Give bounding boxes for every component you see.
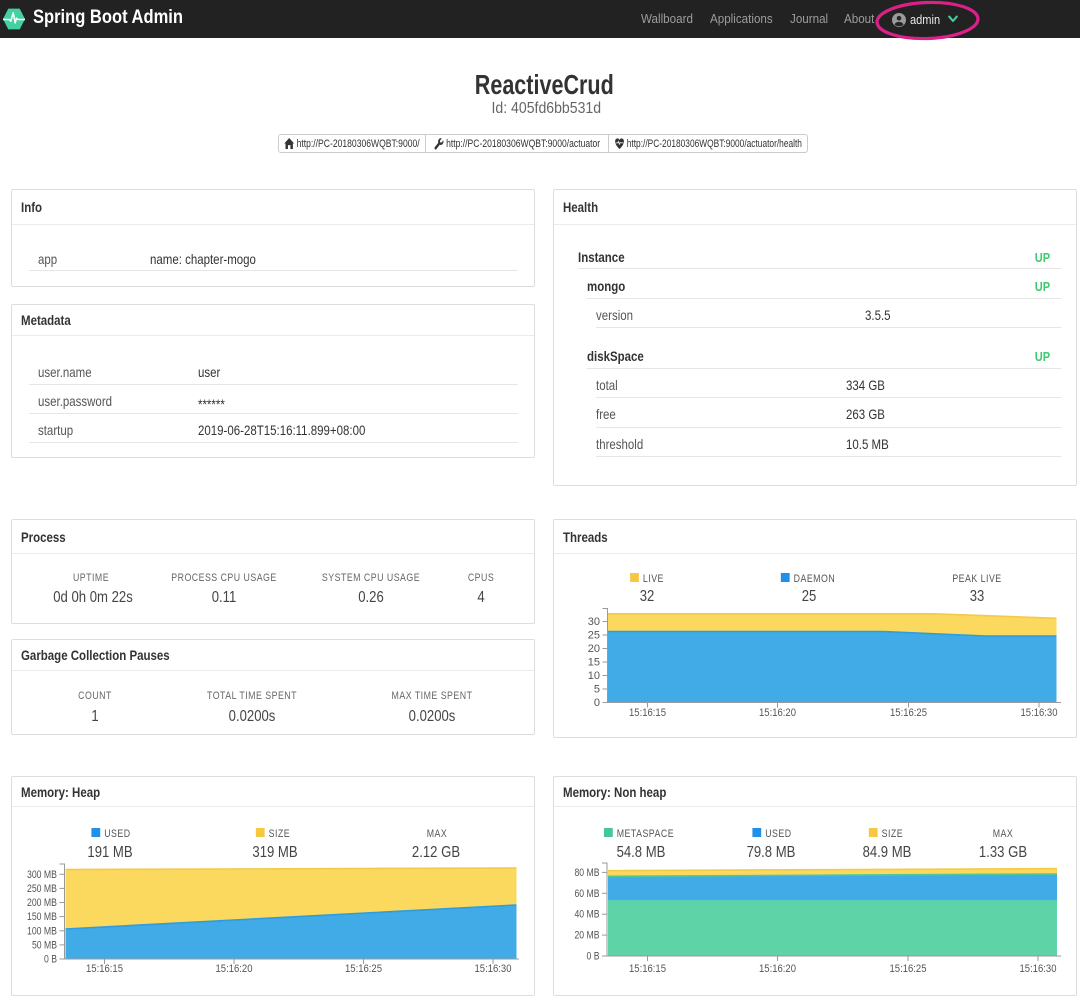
svg-text:20: 20 (588, 643, 600, 655)
svg-text:150 MB: 150 MB (27, 911, 57, 923)
svg-text:25: 25 (588, 630, 600, 642)
svg-text:80 MB: 80 MB (575, 867, 600, 879)
svg-text:30: 30 (588, 616, 600, 628)
svg-text:15: 15 (588, 657, 600, 669)
svg-text:15:16:30: 15:16:30 (475, 963, 512, 975)
svg-text:15:16:30: 15:16:30 (1021, 707, 1058, 719)
svg-text:15:16:15: 15:16:15 (629, 963, 666, 975)
svg-text:250 MB: 250 MB (27, 883, 57, 895)
svg-text:50 MB: 50 MB (32, 939, 57, 951)
svg-text:15:16:30: 15:16:30 (1020, 963, 1057, 975)
svg-text:0: 0 (594, 697, 600, 709)
svg-text:15:16:15: 15:16:15 (86, 963, 123, 975)
svg-text:15:16:20: 15:16:20 (216, 963, 253, 975)
svg-text:60 MB: 60 MB (575, 888, 600, 900)
svg-text:300 MB: 300 MB (27, 869, 57, 881)
svg-text:20 MB: 20 MB (575, 930, 600, 942)
svg-text:200 MB: 200 MB (27, 897, 57, 909)
svg-text:15:16:25: 15:16:25 (890, 963, 927, 975)
svg-text:10: 10 (588, 670, 600, 682)
svg-text:15:16:20: 15:16:20 (759, 707, 796, 719)
svg-text:100 MB: 100 MB (27, 925, 57, 937)
svg-text:0 B: 0 B (587, 951, 600, 963)
svg-text:5: 5 (594, 684, 600, 696)
svg-text:15:16:25: 15:16:25 (345, 963, 382, 975)
svg-text:15:16:20: 15:16:20 (759, 963, 796, 975)
svg-text:0 B: 0 B (44, 954, 57, 966)
svg-text:40 MB: 40 MB (575, 909, 600, 921)
svg-text:15:16:15: 15:16:15 (629, 707, 666, 719)
svg-text:15:16:25: 15:16:25 (890, 707, 927, 719)
